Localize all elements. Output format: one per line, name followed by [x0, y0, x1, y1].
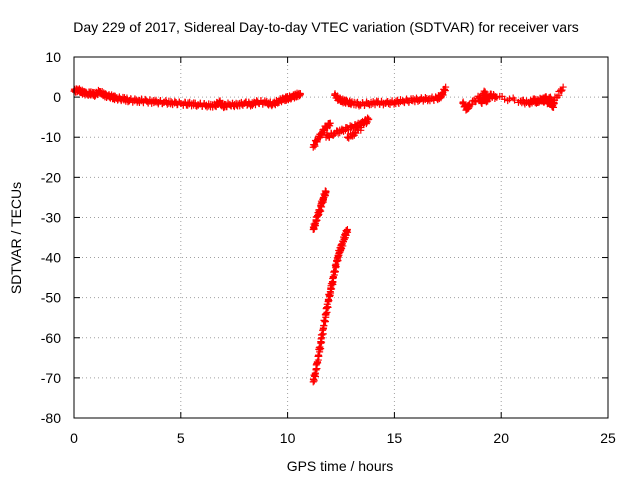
data-point [316, 206, 324, 214]
y-tick-label: -60 [41, 330, 61, 346]
data-point [559, 83, 567, 91]
data-point [326, 119, 334, 127]
x-axis-label: GPS time / hours [287, 458, 394, 474]
x-tick-label: 20 [493, 430, 509, 446]
data-point [340, 235, 348, 243]
data-point [557, 87, 565, 95]
y-tick-label: -30 [41, 209, 61, 225]
y-tick-label: -50 [41, 290, 61, 306]
data-point [343, 133, 351, 141]
data-point [558, 86, 566, 94]
data-point [363, 118, 371, 126]
data-point [322, 187, 330, 195]
data-points [70, 83, 567, 386]
data-point [318, 331, 326, 339]
data-point [321, 317, 329, 325]
data-point [315, 134, 323, 142]
x-tick-label: 15 [387, 430, 403, 446]
y-tick-label: -80 [41, 410, 61, 426]
data-point [315, 351, 323, 359]
data-point [365, 115, 373, 123]
axis-ticks [73, 56, 609, 419]
data-point [311, 369, 319, 377]
x-tick-label: 10 [280, 430, 296, 446]
data-point [482, 98, 490, 106]
grid-lines [74, 57, 608, 418]
data-point [511, 96, 519, 104]
data-point [296, 91, 304, 99]
y-tick-label: -40 [41, 250, 61, 266]
y-tick-label: -20 [41, 169, 61, 185]
y-tick-labels: 10 0 -10 -20 -30 -40 -50 -60 -70 -80 [41, 49, 61, 426]
y-axis-label: SDTVAR / TECUs [8, 182, 24, 294]
y-tick-label: -70 [41, 370, 61, 386]
data-point [331, 267, 339, 275]
y-tick-label: -10 [41, 129, 61, 145]
data-point [360, 120, 368, 128]
x-tick-label: 5 [177, 430, 185, 446]
y-tick-label: 10 [45, 49, 61, 65]
data-point [505, 95, 513, 103]
data-point [316, 343, 324, 351]
x-tick-labels: 0 5 10 15 20 25 [70, 430, 616, 446]
x-tick-label: 0 [70, 430, 78, 446]
plot-frame [73, 56, 609, 419]
data-point [315, 344, 323, 352]
chart-title: Day 229 of 2017, Sidereal Day-to-day VTE… [73, 19, 579, 35]
x-tick-label: 25 [600, 430, 616, 446]
data-point [343, 225, 351, 233]
data-point [442, 83, 450, 91]
y-tick-label: 0 [53, 89, 61, 105]
data-point [350, 131, 358, 139]
